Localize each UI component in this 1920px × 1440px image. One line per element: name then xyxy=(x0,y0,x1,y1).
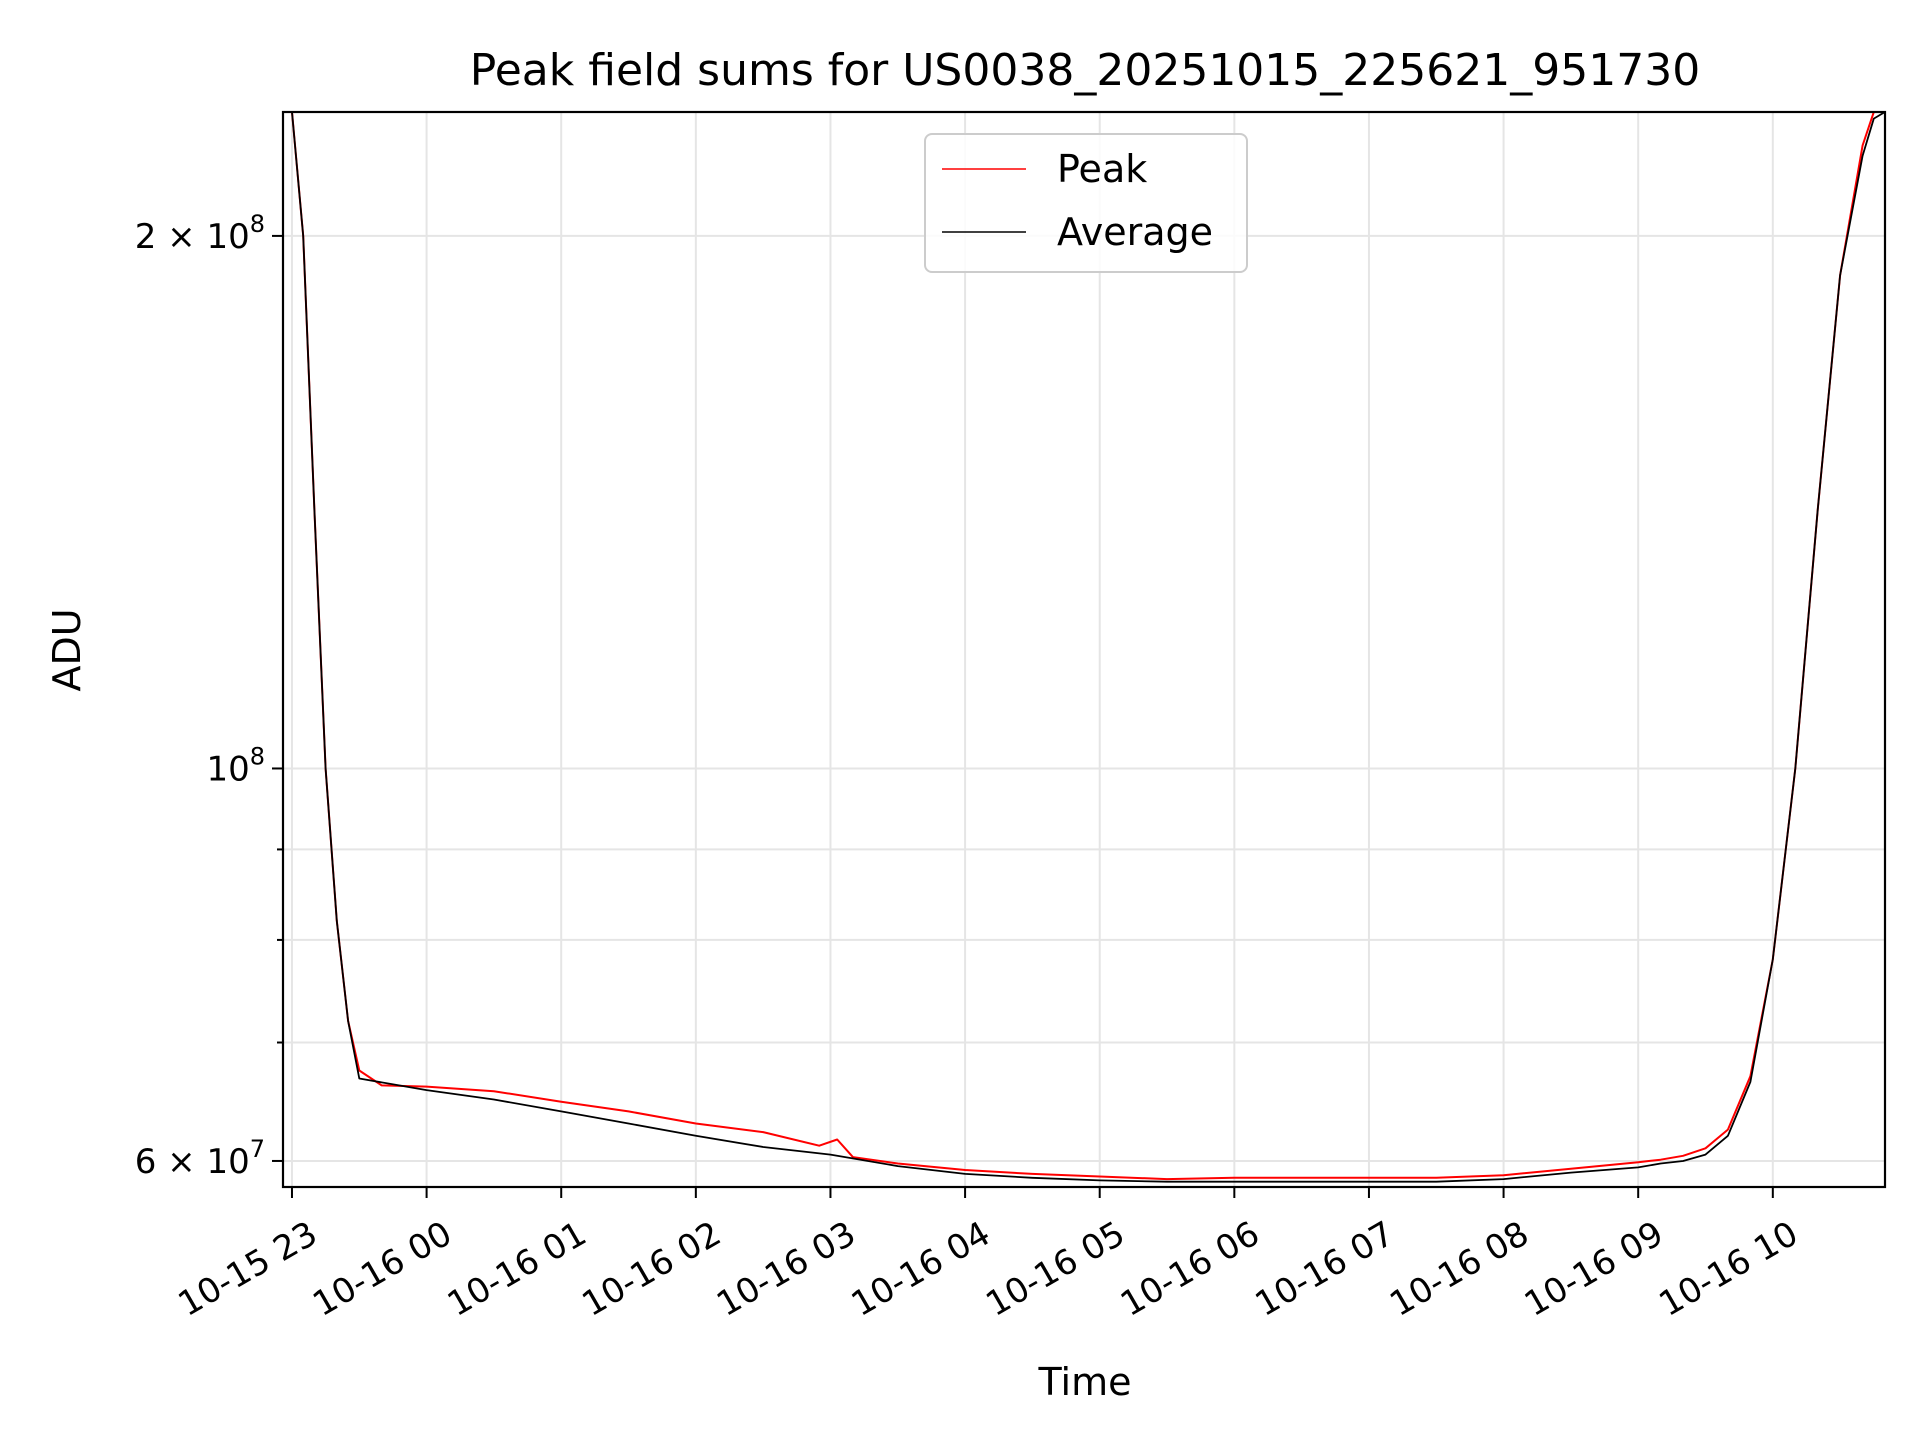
x-axis-label: Time xyxy=(1038,1360,1132,1404)
y-tick-label: 6 × 107 xyxy=(135,1135,265,1182)
plot-frame xyxy=(281,110,1887,1189)
series-line-average xyxy=(283,112,1885,1183)
legend-label-average: Average xyxy=(1057,210,1213,254)
series-layer xyxy=(283,112,1885,1183)
y-tick-label: 2 × 108 xyxy=(135,210,265,257)
y-axis-label: ADU xyxy=(45,608,89,691)
y-tick-label: 108 xyxy=(206,742,265,789)
legend: Peak Average xyxy=(924,133,1248,273)
y-axis: 6 × 107 108 2 × 108 xyxy=(135,210,283,1182)
legend-label-peak: Peak xyxy=(1057,147,1147,191)
chart-title: Peak field sums for US0038_20251015_2256… xyxy=(470,45,1700,96)
